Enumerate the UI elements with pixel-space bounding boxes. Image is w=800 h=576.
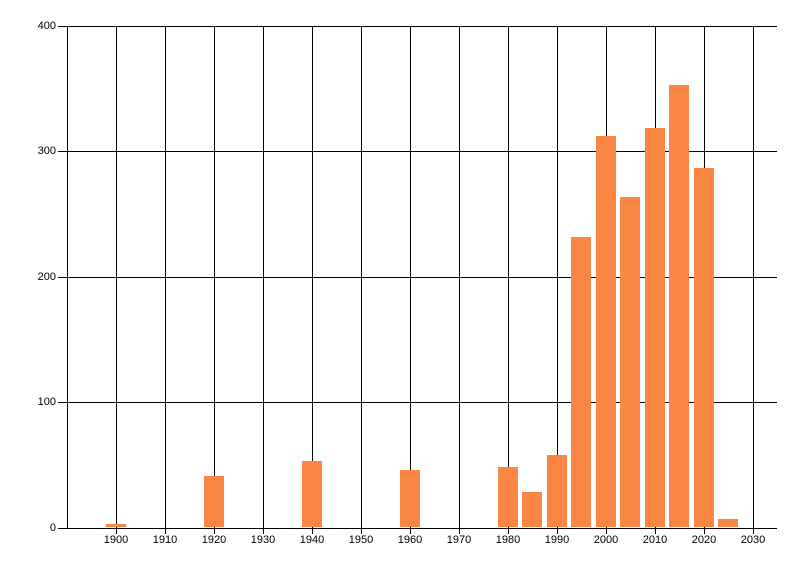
y-gridline	[57, 26, 777, 27]
y-tick-label: 300	[37, 145, 56, 157]
x-tick-label: 1980	[495, 534, 521, 546]
x-tick-label: 1930	[250, 534, 276, 546]
bar-2000	[596, 136, 616, 528]
x-gridline	[508, 26, 509, 534]
x-tick-label: 2010	[642, 534, 668, 546]
x-tick-label: 1960	[397, 534, 423, 546]
x-tick-label: 1950	[348, 534, 374, 546]
x-tick-label: 1990	[544, 534, 570, 546]
x-tick-label: 2020	[691, 534, 717, 546]
x-gridline	[753, 26, 754, 534]
x-gridline	[410, 26, 411, 534]
y-gridline	[57, 528, 777, 529]
bar-1940	[302, 461, 322, 528]
x-tick-label: 1970	[446, 534, 472, 546]
bar-2005	[620, 196, 640, 528]
bar-1985	[522, 492, 542, 528]
x-gridline	[165, 26, 166, 534]
x-tick-label: 1920	[201, 534, 227, 546]
x-gridline	[263, 26, 264, 534]
bar-2025	[718, 518, 738, 528]
x-gridline	[361, 26, 362, 534]
y-tick-label: 0	[49, 522, 56, 534]
x-gridline	[312, 26, 313, 534]
bar-1960	[400, 469, 420, 528]
x-tick-label: 2030	[740, 534, 766, 546]
bar-2015	[669, 84, 689, 528]
y-axis-line	[67, 26, 68, 529]
x-gridline	[214, 26, 215, 534]
bar-1995	[571, 236, 591, 528]
y-gridline	[57, 151, 777, 152]
y-gridline	[57, 277, 777, 278]
x-tick-label: 1900	[103, 534, 129, 546]
bar-1900	[106, 523, 126, 528]
bar-1920	[204, 476, 224, 528]
x-gridline	[116, 26, 117, 534]
y-tick-label: 100	[37, 396, 56, 408]
x-tick-label: 1910	[152, 534, 178, 546]
bar-2010	[645, 127, 665, 528]
x-gridline	[557, 26, 558, 534]
y-tick-label: 400	[37, 20, 56, 32]
x-gridline	[459, 26, 460, 534]
x-tick-label: 2000	[593, 534, 619, 546]
y-gridline	[57, 402, 777, 403]
bar-1980	[498, 467, 518, 528]
bar-1990	[547, 454, 567, 528]
bar-2020	[694, 167, 714, 528]
y-tick-label: 200	[37, 271, 56, 283]
x-tick-label: 1940	[299, 534, 325, 546]
